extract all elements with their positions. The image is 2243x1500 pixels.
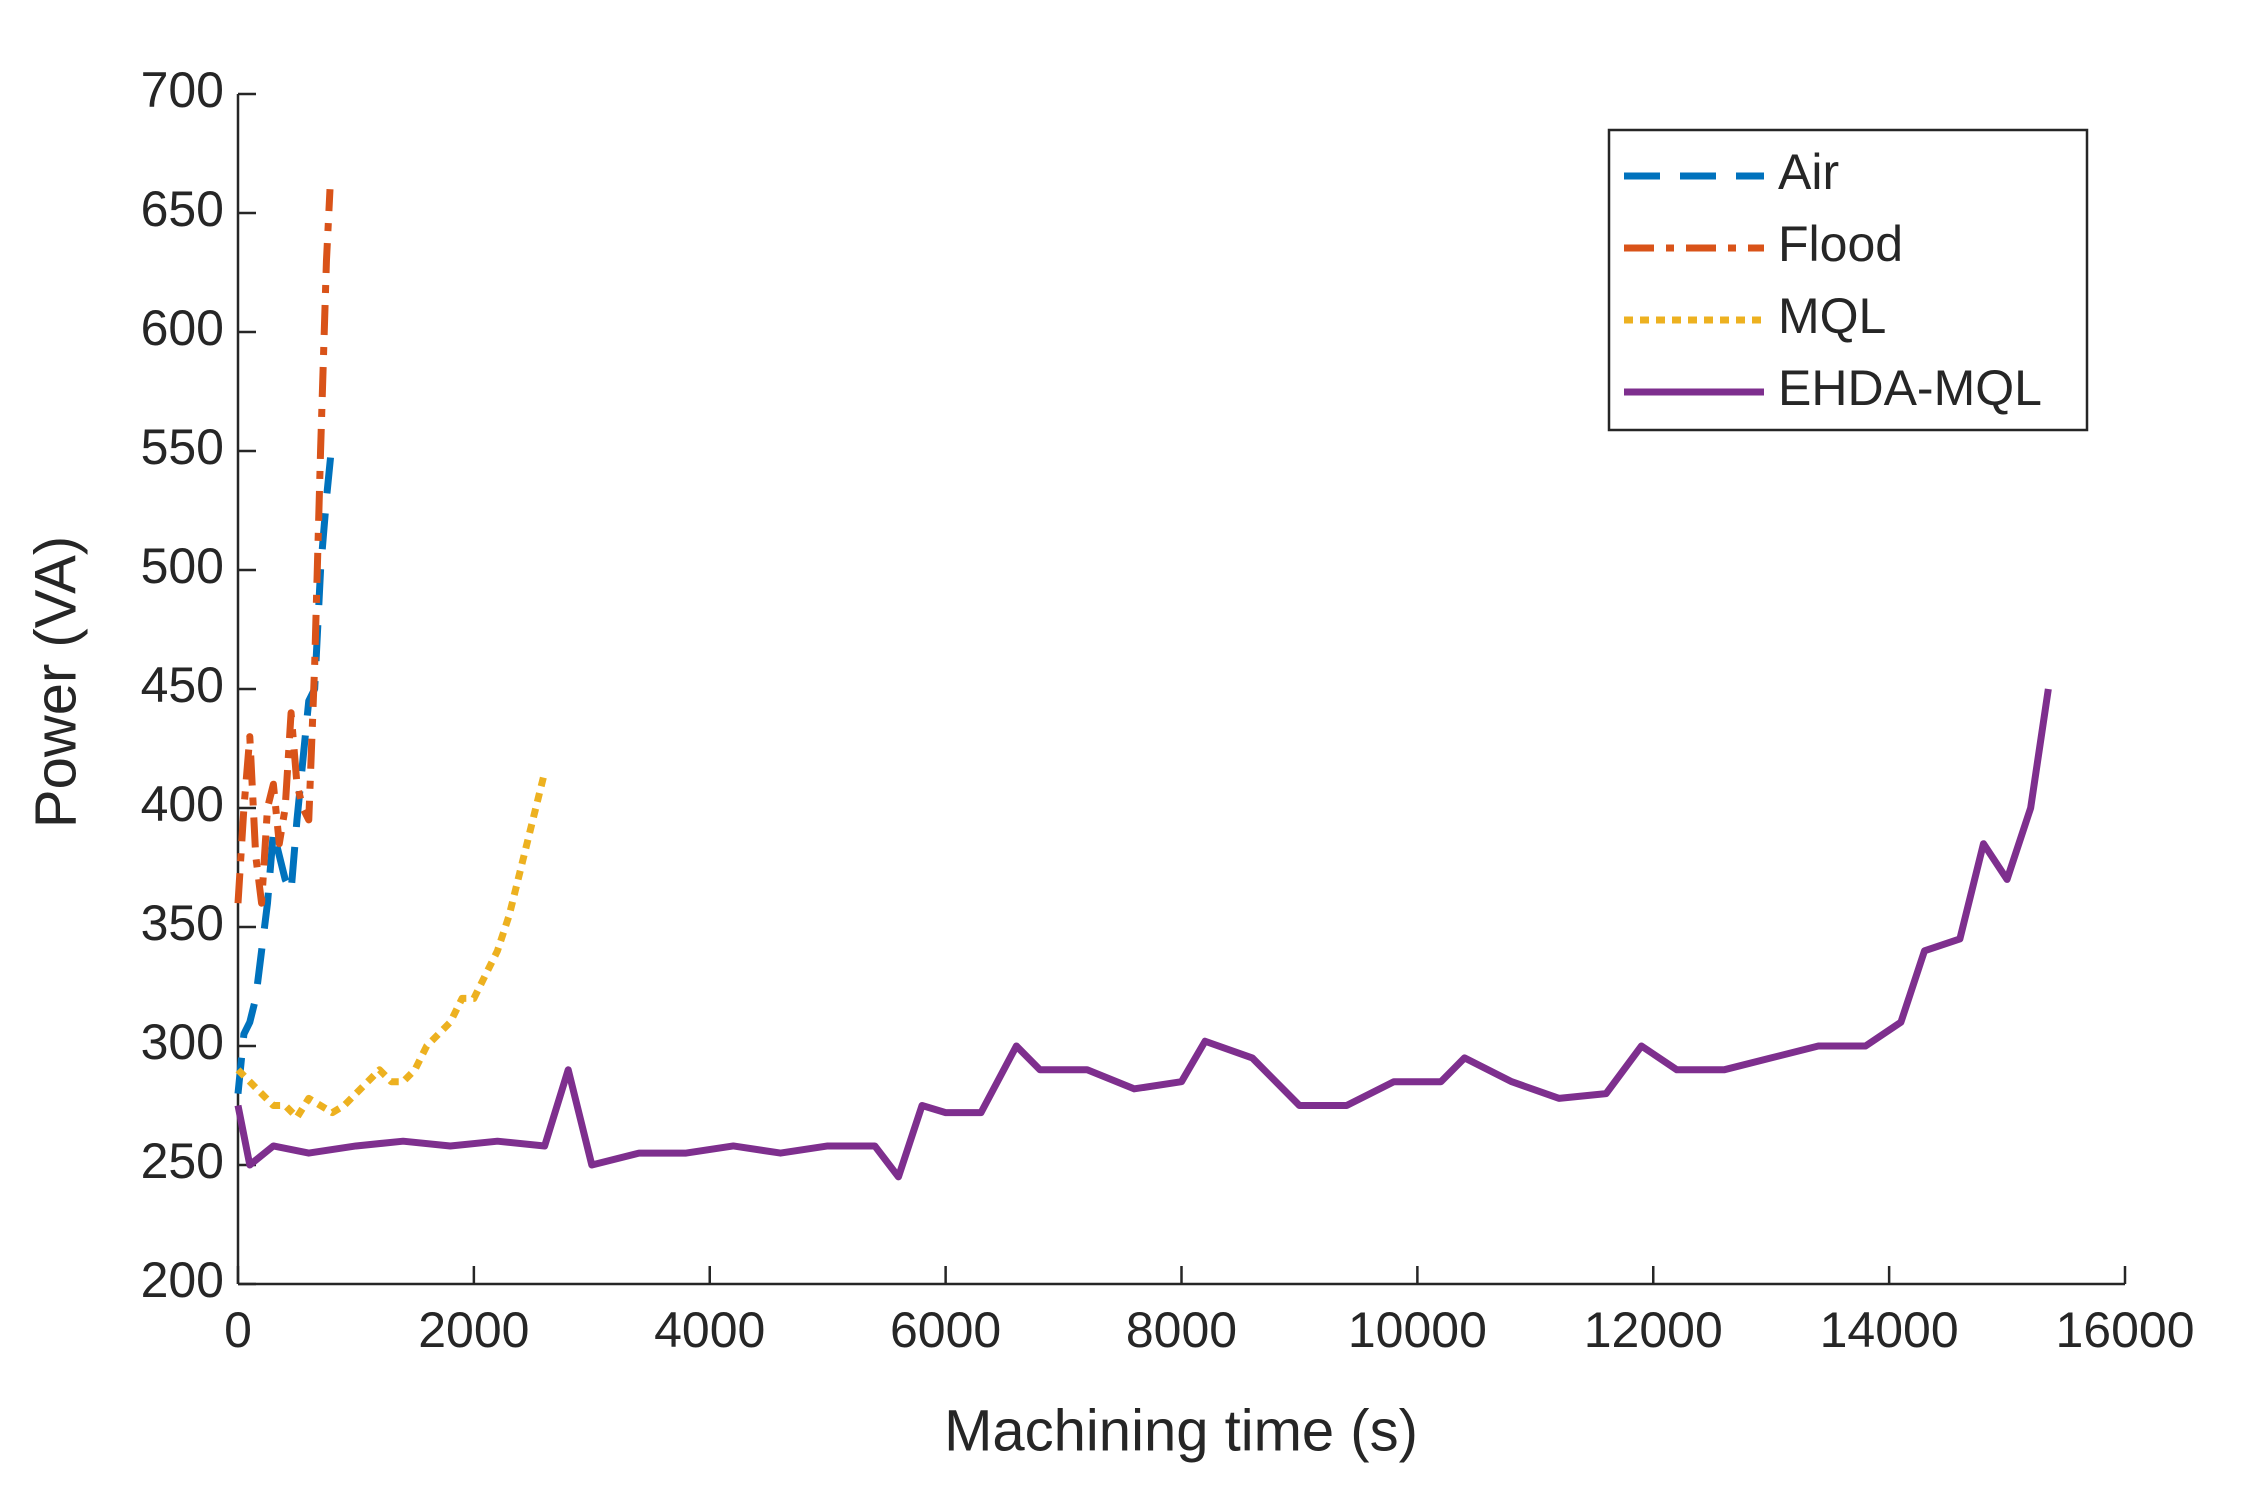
x-tick-label: 10000 (1348, 1302, 1487, 1358)
y-tick-label: 550 (141, 419, 224, 475)
y-axis-label: Power (VA) (23, 536, 88, 828)
line-series (234, 438, 336, 1094)
y-tick-label: 650 (141, 181, 224, 237)
legend-label: Air (1778, 144, 1839, 200)
y-tick-label: 700 (141, 62, 224, 118)
legend-label: EHDA-MQL (1778, 360, 2042, 416)
line-series (235, 771, 549, 1121)
x-tick-label: 0 (224, 1302, 252, 1358)
x-tick-label: 6000 (890, 1302, 1001, 1358)
y-tick-label: 450 (141, 657, 224, 713)
y-tick-label: 600 (141, 300, 224, 356)
x-tick-label: 12000 (1584, 1302, 1723, 1358)
y-tick-label: 350 (141, 895, 224, 951)
x-tick-label: 16000 (2055, 1302, 2194, 1358)
x-tick-label: 8000 (1126, 1302, 1237, 1358)
y-tick-label: 200 (141, 1252, 224, 1308)
x-tick-label: 2000 (418, 1302, 529, 1358)
x-tick-label: 4000 (654, 1302, 765, 1358)
y-tick-label: 400 (141, 776, 224, 832)
line-series (234, 189, 334, 907)
legend-label: MQL (1778, 288, 1886, 344)
x-tick-label: 14000 (1820, 1302, 1959, 1358)
y-tick-label: 300 (141, 1014, 224, 1070)
x-axis-label: Machining time (s) (944, 1398, 1418, 1463)
y-tick-label: 250 (141, 1133, 224, 1189)
line-series (234, 688, 2052, 1181)
legend-label: Flood (1778, 216, 1903, 272)
y-tick-label: 500 (141, 538, 224, 594)
legend-box (1607, 128, 2089, 432)
